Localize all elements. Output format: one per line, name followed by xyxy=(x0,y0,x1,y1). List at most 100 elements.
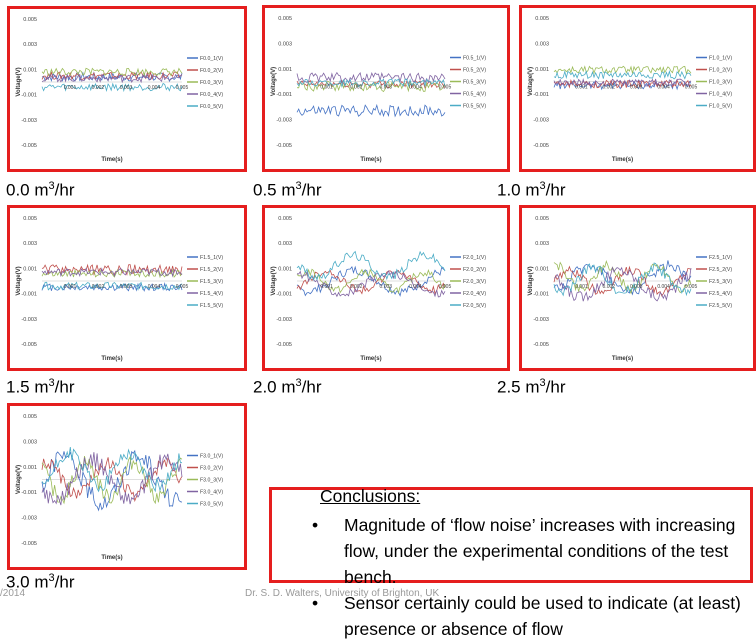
x-tick-label: 0.002 xyxy=(350,85,363,91)
legend-entry: F2.5_4(V) xyxy=(709,291,732,297)
series-line-2 xyxy=(41,457,183,503)
series-line-5 xyxy=(296,250,446,281)
chart-panel-0-5: 0.005 0.003 0.001 -0.001 -0.003 -0.005 0.001 0.… xyxy=(262,5,510,172)
legend-entry: F2.0_1(V) xyxy=(463,255,486,261)
y-axis-label: Voltage(V) xyxy=(16,266,22,295)
chart-0.0: 0.005 0.003 0.001 -0.001 -0.003 -0.005 0.001 0.… xyxy=(16,17,223,163)
conclusion-bullet-1: • Magnitude of ‘flow noise’ increases wi… xyxy=(312,512,752,590)
y-tick-label: -0.001 xyxy=(276,292,292,298)
legend-entry: F2.0_5(V) xyxy=(463,303,486,309)
y-tick-label: 0.005 xyxy=(278,216,292,222)
series-line-5 xyxy=(41,447,183,493)
x-tick-label: 0.004 xyxy=(657,85,670,91)
y-tick-label: -0.003 xyxy=(276,118,292,124)
series-line-1 xyxy=(553,260,692,296)
y-tick-label: -0.003 xyxy=(276,317,292,323)
y-tick-label: 0.001 xyxy=(23,465,37,471)
x-tick-label: 0.005 xyxy=(685,284,698,290)
series-line-5 xyxy=(296,78,446,89)
legend-entry: F2.0_3(V) xyxy=(463,279,486,285)
x-tick-label: 0.003 xyxy=(630,284,643,290)
series-line-4 xyxy=(41,267,183,278)
y-tick-label: -0.003 xyxy=(21,118,37,124)
legend-entry: F1.0_2(V) xyxy=(709,68,732,74)
x-tick-label: 0.001 xyxy=(575,85,588,91)
y-axis-label: Voltage(V) xyxy=(271,67,277,96)
conclusion-text-1: Magnitude of ‘flow noise’ increases with… xyxy=(344,515,736,587)
y-tick-label: 0.001 xyxy=(278,266,292,272)
x-axis-label: Time(s) xyxy=(101,555,122,561)
flow-label-1-0: 1.0 m3/hr xyxy=(497,180,566,200)
flow-label-3-0: 3.0 m3/hr xyxy=(6,572,75,592)
legend-entry: F2.5_3(V) xyxy=(709,279,732,285)
y-tick-label: 0.003 xyxy=(278,241,292,247)
chart-panel-2-5: 0.005 0.003 0.001 -0.001 -0.003 -0.005 0.001 0.… xyxy=(519,205,756,371)
x-tick-label: 0.005 xyxy=(439,85,452,91)
series-line-3 xyxy=(296,80,446,93)
legend-entry: F1.0_4(V) xyxy=(709,92,732,98)
legend-entry: F1.0_3(V) xyxy=(709,80,732,86)
chart-2.5: 0.005 0.003 0.001 -0.001 -0.003 -0.005 0.001 0.… xyxy=(528,216,732,362)
series-line-3 xyxy=(296,268,446,295)
x-tick-label: 0.002 xyxy=(350,284,363,290)
flow-label-2-5: 2.5 m3/hr xyxy=(497,377,566,397)
y-tick-label: 0.005 xyxy=(535,16,549,22)
x-axis-label: Time(s) xyxy=(360,356,381,362)
x-tick-label: 0.004 xyxy=(148,85,161,91)
x-axis-label: Time(s) xyxy=(101,157,122,163)
y-axis-label: Voltage(V) xyxy=(271,266,277,295)
legend-entry: F1.0_5(V) xyxy=(709,104,732,110)
x-tick-label: 0.005 xyxy=(176,284,189,290)
y-tick-label: -0.001 xyxy=(21,93,37,99)
y-axis-label: Voltage(V) xyxy=(16,465,22,494)
series-line-3 xyxy=(553,65,692,76)
x-axis-label: Time(s) xyxy=(612,356,633,362)
y-tick-label: 0.005 xyxy=(23,216,37,222)
series-line-1 xyxy=(296,103,446,118)
x-tick-label: 0.005 xyxy=(685,85,698,91)
x-tick-label: 0.003 xyxy=(380,284,393,290)
y-tick-label: 0.001 xyxy=(23,67,37,73)
chart-3.0: 0.005 0.003 0.001 -0.001 -0.003 -0.005 Voltage… xyxy=(16,414,223,561)
chart-panel-2-0: 0.005 0.003 0.001 -0.001 -0.003 -0.005 0.001 0.… xyxy=(262,205,510,371)
legend-entry: F0.5_3(V) xyxy=(463,80,486,86)
series-line-2 xyxy=(296,79,446,89)
series-line-4 xyxy=(553,78,692,88)
x-axis-label: Time(s) xyxy=(101,356,122,362)
y-tick-label: -0.001 xyxy=(533,292,549,298)
y-tick-label: 0.005 xyxy=(23,17,37,23)
flow-label-0-5: 0.5 m3/hr xyxy=(253,180,322,200)
x-tick-label: 0.004 xyxy=(409,85,422,91)
series-line-4 xyxy=(296,270,446,298)
x-tick-label: 0.003 xyxy=(380,85,393,91)
y-tick-label: -0.005 xyxy=(21,541,37,547)
y-tick-label: -0.003 xyxy=(533,118,549,124)
legend-entry: F0.5_2(V) xyxy=(463,68,486,74)
y-tick-label: 0.003 xyxy=(278,41,292,47)
y-tick-label: 0.001 xyxy=(23,266,37,272)
series-line-1 xyxy=(41,449,183,512)
y-axis-label: Voltage(V) xyxy=(528,266,534,295)
x-tick-label: 0.005 xyxy=(176,85,189,91)
x-tick-label: 0.002 xyxy=(603,284,616,290)
series-line-3 xyxy=(553,259,692,295)
footer-author: Dr. S. D. Walters, University of Brighto… xyxy=(245,588,440,599)
flow-label-1-5: 1.5 m3/hr xyxy=(6,377,75,397)
y-tick-label: 0.005 xyxy=(23,414,37,420)
series-line-4 xyxy=(553,266,692,302)
legend-entry: F0.0_1(V) xyxy=(200,56,223,62)
legend-entry: F0.0_2(V) xyxy=(200,68,223,74)
y-tick-label: 0.001 xyxy=(535,67,549,73)
x-tick-label: 0.001 xyxy=(575,284,588,290)
y-tick-label: -0.001 xyxy=(21,292,37,298)
series-line-4 xyxy=(296,71,446,84)
x-tick-label: 0.003 xyxy=(630,85,643,91)
legend-entry: F0.5_1(V) xyxy=(463,56,486,62)
y-tick-label: -0.005 xyxy=(21,143,37,149)
legend-entry: F1.5_4(V) xyxy=(200,291,223,297)
x-tick-label: 0.002 xyxy=(603,85,616,91)
legend-entry: F1.5_2(V) xyxy=(200,267,223,273)
legend-entry: F0.5_4(V) xyxy=(463,92,486,98)
footer-date: /2014 xyxy=(0,588,26,599)
y-tick-label: 0.005 xyxy=(278,16,292,22)
